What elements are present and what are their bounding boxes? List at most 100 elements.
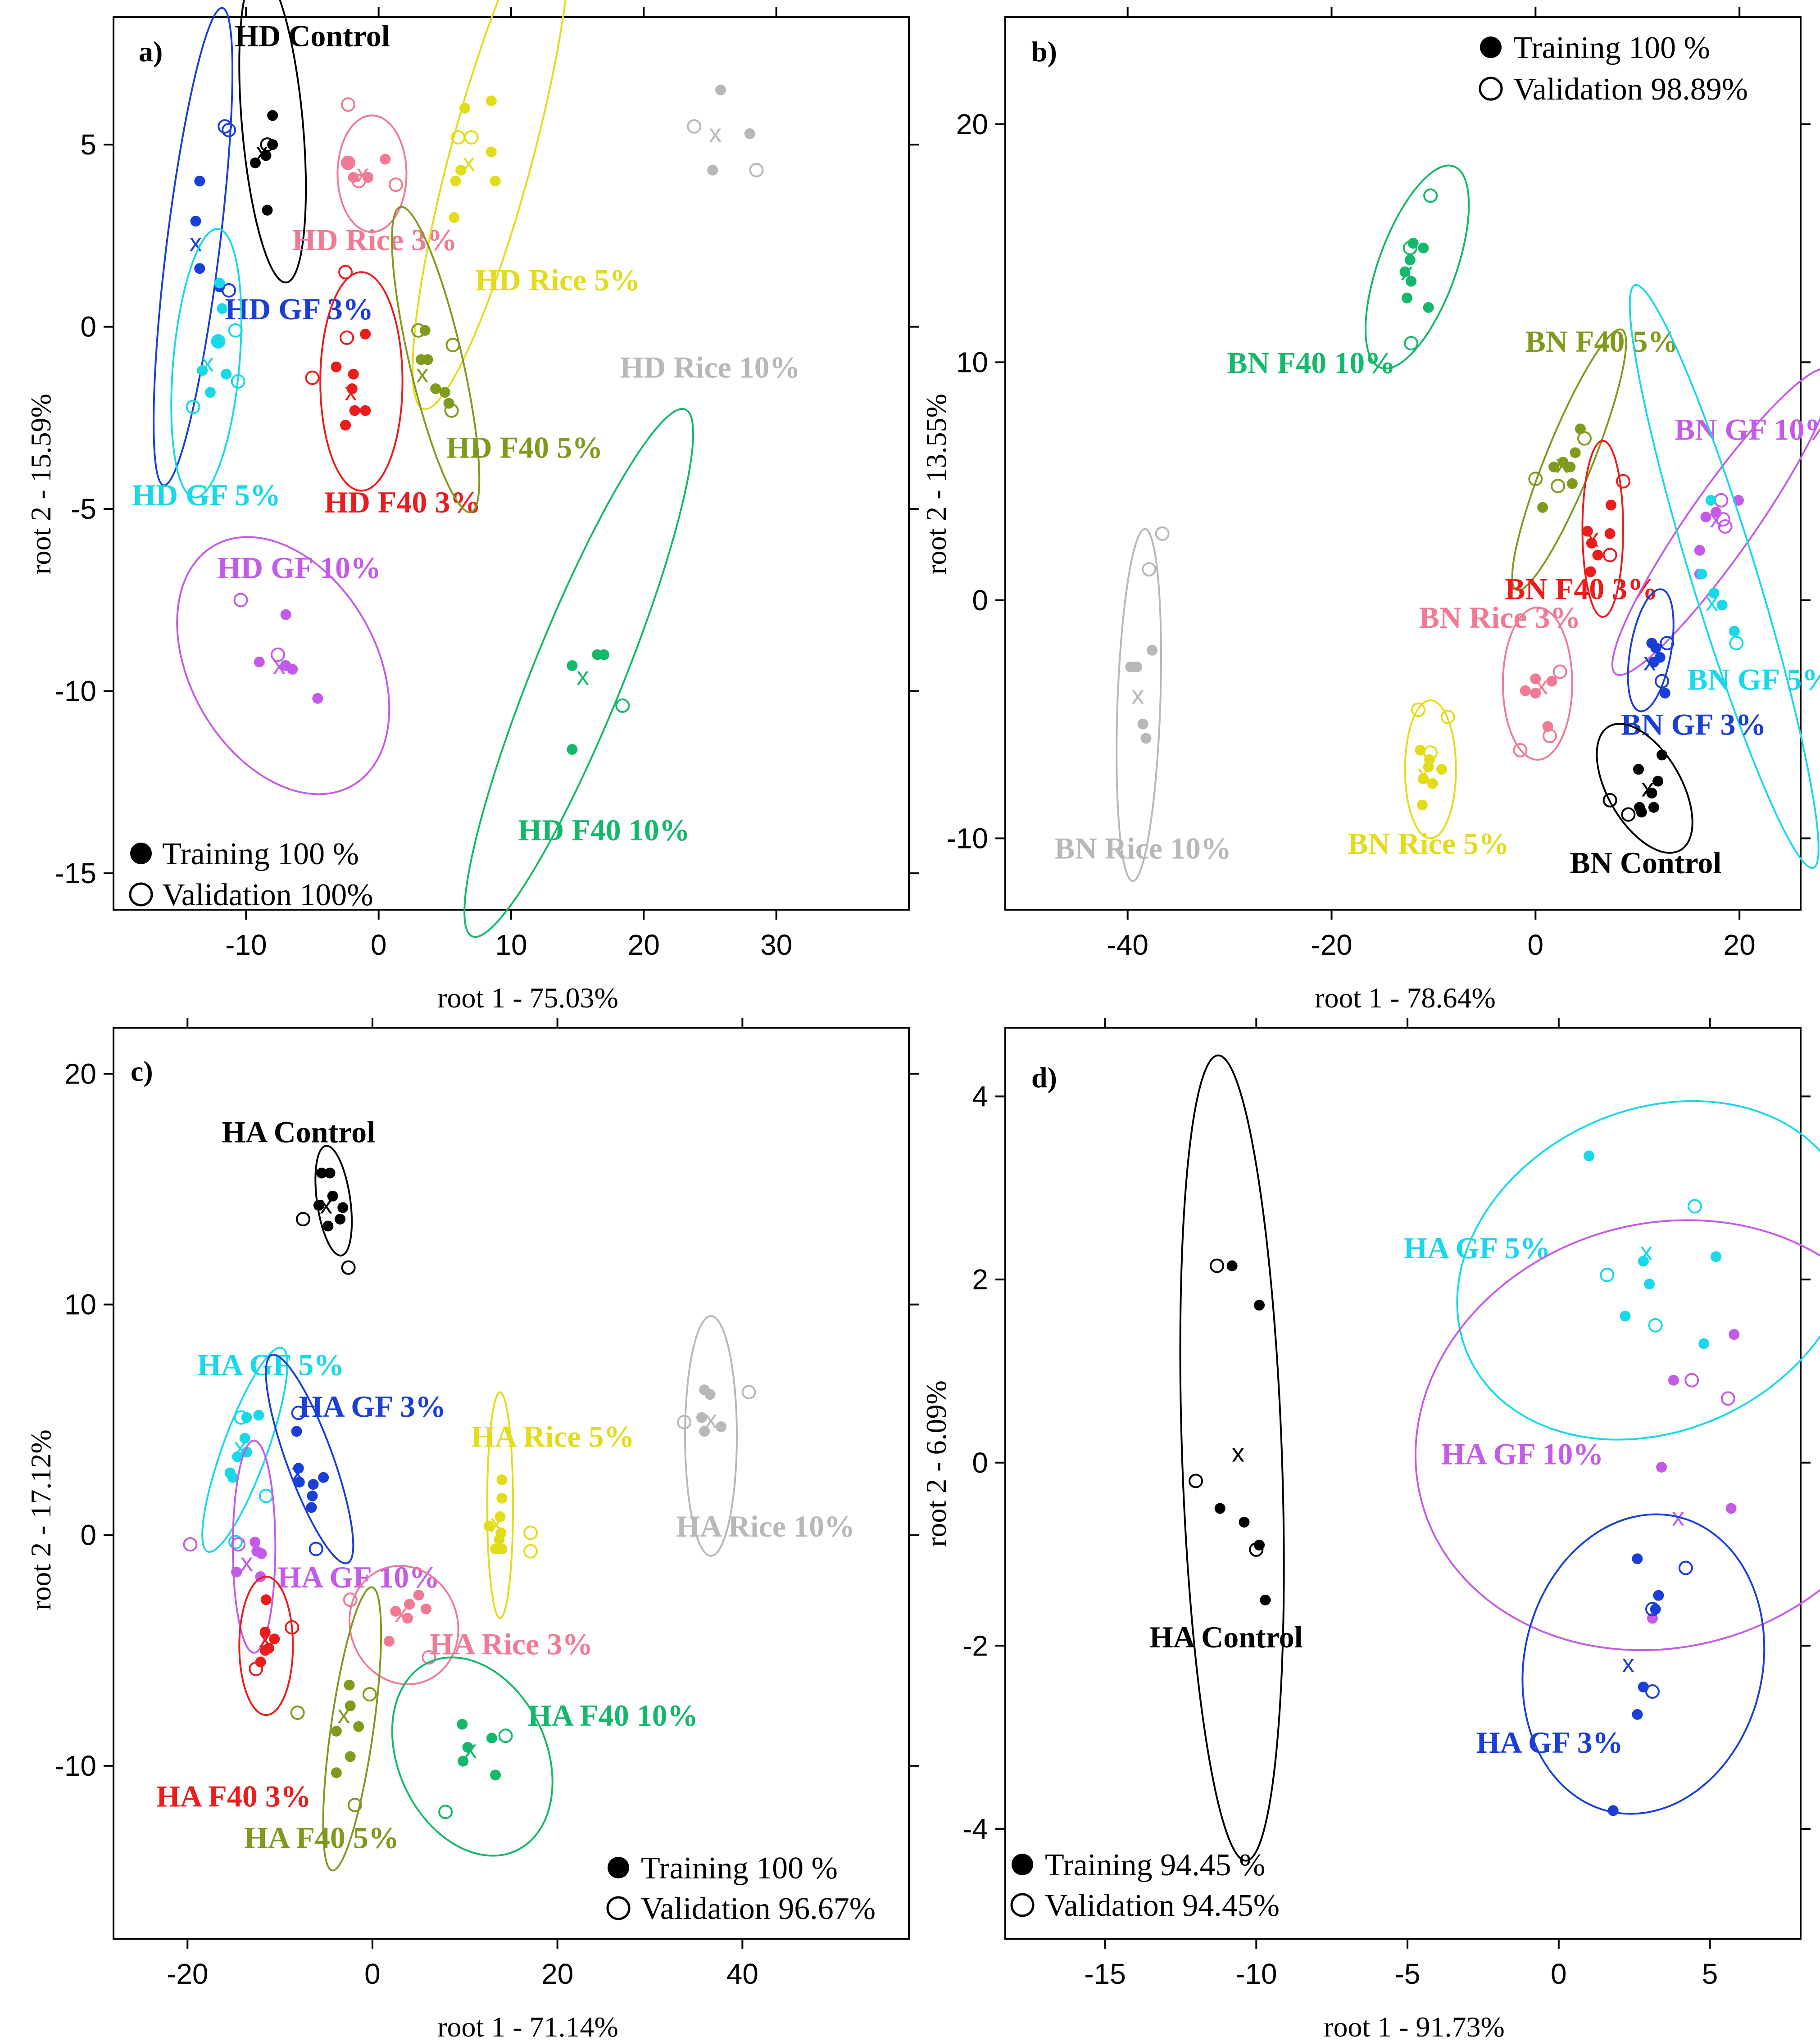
training-point bbox=[322, 1220, 334, 1232]
training-point bbox=[599, 649, 610, 660]
training-point bbox=[483, 1520, 495, 1532]
validation-point bbox=[523, 1544, 538, 1559]
group-hd-rice-3: xHD Rice 3% bbox=[292, 97, 457, 257]
group-label: HA Rice 5% bbox=[471, 1420, 635, 1454]
training-point bbox=[1716, 599, 1728, 611]
training-point bbox=[291, 1426, 302, 1437]
group-bn-f40-3: x BN F40 3% bbox=[1505, 440, 1658, 618]
training-point bbox=[1632, 1709, 1643, 1720]
training-point bbox=[457, 1719, 468, 1730]
training-point bbox=[1648, 657, 1659, 668]
validation-point bbox=[1718, 519, 1733, 534]
training-point bbox=[1254, 1300, 1265, 1311]
confidence-ellipse bbox=[1456, 1100, 1820, 1441]
x-tick-label: 0 bbox=[371, 929, 387, 961]
legend-training-marker bbox=[1012, 1854, 1033, 1875]
x-tick-label: -40 bbox=[1107, 929, 1148, 961]
training-point bbox=[1700, 511, 1711, 522]
group-label: HA Rice 10% bbox=[676, 1509, 855, 1543]
centroid-marker: x bbox=[416, 359, 429, 388]
training-point bbox=[422, 354, 433, 365]
validation-point bbox=[444, 403, 459, 418]
legend-training-label: Training 94.45 % bbox=[1045, 1848, 1265, 1882]
validation-point bbox=[231, 1537, 246, 1552]
group-label: HA GF 5% bbox=[197, 1348, 344, 1382]
training-point bbox=[443, 398, 454, 409]
validation-point bbox=[362, 1687, 377, 1702]
training-point bbox=[704, 1389, 716, 1400]
centroid-marker: x bbox=[291, 1458, 304, 1486]
confidence-ellipse bbox=[391, 1656, 554, 1857]
training-point bbox=[1605, 499, 1616, 511]
y-tick-label: -5 bbox=[71, 493, 96, 525]
group-label: BN Rice 5% bbox=[1348, 826, 1509, 861]
legend-training-marker bbox=[608, 1857, 629, 1878]
group-label: BN GF 5% bbox=[1687, 662, 1820, 696]
validation-point bbox=[1552, 664, 1567, 679]
confidence-ellipse bbox=[319, 271, 404, 492]
panel-a-ylabel: root 2 - 15.59% bbox=[25, 394, 57, 575]
training-point bbox=[490, 1769, 501, 1781]
panel-b-ylabel: root 2 - 13.55% bbox=[920, 394, 952, 575]
training-point bbox=[1137, 718, 1148, 730]
training-point bbox=[1582, 526, 1593, 537]
training-point bbox=[239, 1433, 250, 1444]
y-tick-label: -4 bbox=[962, 1813, 988, 1845]
training-point bbox=[190, 216, 201, 227]
training-point bbox=[253, 1410, 264, 1421]
centroid-marker: x bbox=[1232, 1438, 1244, 1467]
training-point bbox=[318, 1472, 329, 1483]
confidence-ellipse bbox=[1581, 440, 1625, 618]
y-tick-label: 5 bbox=[80, 128, 96, 161]
validation-point bbox=[411, 323, 426, 338]
centroid-marker: x bbox=[463, 148, 475, 177]
training-point bbox=[280, 609, 291, 620]
x-tick-label: -10 bbox=[225, 929, 267, 961]
training-point bbox=[1650, 642, 1661, 653]
centroid-marker: x bbox=[709, 119, 722, 147]
training-point bbox=[715, 84, 726, 95]
group-hd-gf-10: x HD GF 10% bbox=[176, 536, 390, 795]
training-point bbox=[455, 164, 467, 176]
validation-point bbox=[1155, 526, 1170, 541]
confidence-ellipse bbox=[1521, 1513, 1766, 1815]
plot-frame bbox=[113, 1027, 910, 1940]
validation-point bbox=[1551, 479, 1566, 494]
group-ha-gf-3: x HA GF 3% bbox=[1476, 1513, 1766, 1816]
validation-point bbox=[228, 1535, 243, 1550]
x-tick-label: 20 bbox=[628, 929, 660, 961]
plot-frame bbox=[1004, 1027, 1802, 1940]
training-point bbox=[421, 1603, 432, 1615]
legend-training-marker bbox=[1480, 36, 1502, 58]
confidence-ellipse bbox=[391, 206, 481, 513]
validation-point bbox=[340, 155, 355, 170]
training-point bbox=[335, 1214, 346, 1225]
panel-b: b) root 1 - 78.64% root 2 - 13.55% Train… bbox=[920, 7, 1820, 1014]
centroid-marker: x bbox=[1556, 450, 1568, 478]
training-point bbox=[1260, 1594, 1271, 1606]
training-point bbox=[349, 405, 360, 416]
training-point bbox=[1729, 1329, 1740, 1340]
group-bn-gf-10: x BN GF 10% bbox=[1611, 367, 1820, 676]
training-point bbox=[348, 368, 359, 380]
plot-frame bbox=[1004, 16, 1802, 911]
y-tick-label: 0 bbox=[80, 1519, 96, 1551]
panel-d-xlabel: root 1 - 91.73% bbox=[1324, 2011, 1505, 2041]
training-point bbox=[1417, 799, 1428, 811]
training-point bbox=[1696, 568, 1707, 580]
validation-point bbox=[1543, 729, 1557, 744]
training-point bbox=[699, 1426, 710, 1437]
x-tick-label: 30 bbox=[760, 929, 792, 961]
training-point bbox=[459, 103, 470, 114]
x-tick-label: 20 bbox=[541, 1958, 573, 1990]
validation-point bbox=[231, 374, 245, 389]
group-hd-gf-5: x HD GF 5% bbox=[132, 228, 281, 512]
training-point bbox=[567, 744, 578, 755]
centroid-marker: x bbox=[395, 1599, 408, 1627]
centroid-marker: x bbox=[1622, 1649, 1634, 1678]
centroid-marker: x bbox=[464, 1735, 477, 1763]
panel-c-legend: Training 100 % Validation 96.67% bbox=[606, 1851, 876, 1926]
training-point bbox=[345, 1751, 356, 1762]
validation-point bbox=[305, 370, 320, 385]
training-point bbox=[449, 212, 460, 223]
